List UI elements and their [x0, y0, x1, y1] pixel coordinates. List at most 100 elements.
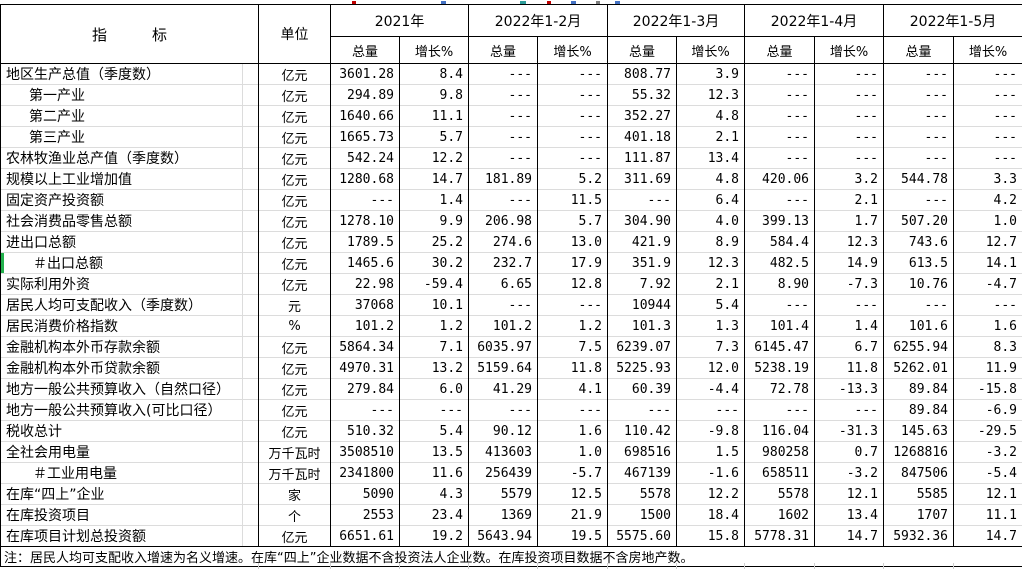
indicator-cell: ＃工业用电量 — [0, 462, 259, 484]
value-cell: 19.2 — [398, 525, 470, 547]
table-row: 金融机构本外币贷款余额 亿元 4970.31 13.2 5159.64 11.8 5225.… — [0, 357, 1022, 379]
value-cell: 1369 — [468, 504, 539, 526]
value-cell: --- — [537, 399, 609, 421]
value-cell: 421.9 — [607, 231, 678, 253]
unit-cell: 亿元 — [258, 105, 331, 127]
indicator-cell: 农林牧渔业总产值（季度数） — [0, 147, 259, 169]
table-row: 居民消费价格指数% 101.2 1.2 101.2 1.2 101.3 1.3 101.4 1.… — [0, 315, 1022, 337]
title-fragment — [520, 1, 526, 4]
table-row: ＃出口总额 亿元 1465.6 30.2 232.7 17.9 351.9 12.3 482.5… — [0, 252, 1022, 274]
value-cell: 12.2 — [676, 483, 746, 505]
value-cell: 7.3 — [676, 336, 746, 358]
table-row: 固定资产投资额 亿元 --- 1.4 --- 11.5 --- 6.4 --- 2.1 --- 4.2 — [0, 189, 1022, 211]
value-cell: 6.0 — [398, 378, 470, 400]
value-cell: --- — [953, 126, 1022, 148]
value-cell: 25.2 — [398, 231, 470, 253]
gridline-stub — [607, 563, 608, 569]
value-cell: 145.63 — [883, 420, 955, 442]
value-cell: --- — [953, 294, 1022, 316]
unit-cell: 万千瓦时 — [258, 462, 331, 484]
value-cell: 1789.5 — [330, 231, 400, 253]
growth-subheader: 增长% — [814, 36, 885, 64]
table-row: 第三产业 亿元 1665.73 5.7 --- --- 401.18 2.1 --- --- ---… — [0, 126, 1022, 148]
value-cell: 6.7 — [814, 336, 885, 358]
value-cell: 5262.01 — [883, 357, 955, 379]
unit-cell: 元 — [258, 294, 331, 316]
table-row: 进出口总额 亿元 1789.5 25.2 274.6 13.0 421.9 8.9 584.4 1… — [0, 231, 1022, 253]
indicator-cell: 居民人均可支配收入（季度数） — [0, 294, 259, 316]
value-cell: 21.9 — [537, 504, 609, 526]
value-cell: --- — [468, 294, 539, 316]
value-cell: 12.5 — [537, 483, 609, 505]
value-cell: 1500 — [607, 504, 678, 526]
value-cell: 101.3 — [607, 315, 678, 337]
indicator-cell: 在库“四上”企业 — [0, 483, 259, 505]
value-cell: 1707 — [883, 504, 955, 526]
indicator-cell: 金融机构本外币贷款余额 — [0, 357, 259, 379]
value-cell: 12.0 — [676, 357, 746, 379]
value-cell: 110.42 — [607, 420, 678, 442]
value-cell: -5.7 — [537, 462, 609, 484]
value-cell: 1.3 — [676, 315, 746, 337]
header-row-measures: 总量 增长% 总量 增长% 总量 增长% 总量 增长% 总量 增长% — [1, 36, 1022, 64]
footnote-text: 注：居民人均可支配收入增速为名义增速。在库“四上”企业数据不含投资法人企业数。在… — [0, 546, 1022, 567]
unit-cell: 亿元 — [258, 399, 331, 421]
value-cell: 111.87 — [607, 147, 678, 169]
value-cell: 7.1 — [398, 336, 470, 358]
indicator-cell: 固定资产投资额 — [0, 189, 259, 211]
value-cell: --- — [814, 84, 885, 106]
value-cell: --- — [607, 189, 678, 211]
value-cell: 420.06 — [744, 168, 816, 190]
indicator-cell: 在库投资项目 — [0, 504, 259, 526]
value-cell: 5643.94 — [468, 525, 539, 547]
value-cell: 14.9 — [814, 252, 885, 274]
table-footer: 注：居民人均可支配收入增速为名义增速。在库“四上”企业数据不含投资法人企业数。在… — [0, 546, 1022, 567]
value-cell: 1280.68 — [330, 168, 400, 190]
table-row: 规模以上工业增加值 亿元 1280.68 14.7 181.89 5.2 311.69 4.8… — [0, 168, 1022, 190]
unit-cell: 亿元 — [258, 378, 331, 400]
value-cell: 5.2 — [537, 168, 609, 190]
unit-cell: 亿元 — [258, 168, 331, 190]
indicator-column-gridline — [242, 64, 243, 546]
value-cell: 89.84 — [883, 399, 955, 421]
value-cell: 256439 — [468, 462, 539, 484]
value-cell: 1665.73 — [330, 126, 400, 148]
value-cell: 37068 — [330, 294, 400, 316]
value-cell: --- — [744, 63, 816, 85]
value-cell: 30.2 — [398, 252, 470, 274]
table-row: 实际利用外资 亿元 22.98 -59.4 6.65 12.8 7.92 2.1 8.90 -7.… — [0, 273, 1022, 295]
unit-cell: 亿元 — [258, 84, 331, 106]
value-cell: 6035.97 — [468, 336, 539, 358]
value-cell: 401.18 — [607, 126, 678, 148]
footnote-row: 注：居民人均可支配收入增速为名义增速。在库“四上”企业数据不含投资法人企业数。在… — [0, 546, 1022, 567]
gridline-stub — [953, 563, 954, 569]
value-cell: --- — [883, 84, 955, 106]
value-cell: -31.3 — [814, 420, 885, 442]
total-subheader: 总量 — [883, 36, 955, 64]
value-cell: 584.4 — [744, 231, 816, 253]
value-cell: -9.8 — [676, 420, 746, 442]
value-cell: 19.5 — [537, 525, 609, 547]
unit-cell: 亿元 — [258, 525, 331, 547]
value-cell: 8.9 — [676, 231, 746, 253]
value-cell: 13.4 — [676, 147, 746, 169]
value-cell: 542.24 — [330, 147, 400, 169]
value-cell: 5.4 — [398, 420, 470, 442]
table-row: 金融机构本外币存款余额 亿元 5864.34 7.1 6035.97 7.5 6239.07… — [0, 336, 1022, 358]
indicator-cell: 规模以上工业增加值 — [0, 168, 259, 190]
value-cell: 12.8 — [537, 273, 609, 295]
value-cell: --- — [744, 189, 816, 211]
value-cell: 2.1 — [676, 126, 746, 148]
unit-cell: 亿元 — [258, 210, 331, 232]
value-cell: 18.4 — [676, 504, 746, 526]
value-cell: 1.4 — [398, 189, 470, 211]
value-cell: 6.65 — [468, 273, 539, 295]
gridline-stub — [537, 563, 538, 569]
value-cell: --- — [883, 189, 955, 211]
value-cell: 1268816 — [883, 441, 955, 463]
value-cell: 6239.07 — [607, 336, 678, 358]
value-cell: 304.90 — [607, 210, 678, 232]
value-cell: -29.5 — [953, 420, 1022, 442]
value-cell: --- — [330, 399, 400, 421]
value-cell: -4.4 — [676, 378, 746, 400]
